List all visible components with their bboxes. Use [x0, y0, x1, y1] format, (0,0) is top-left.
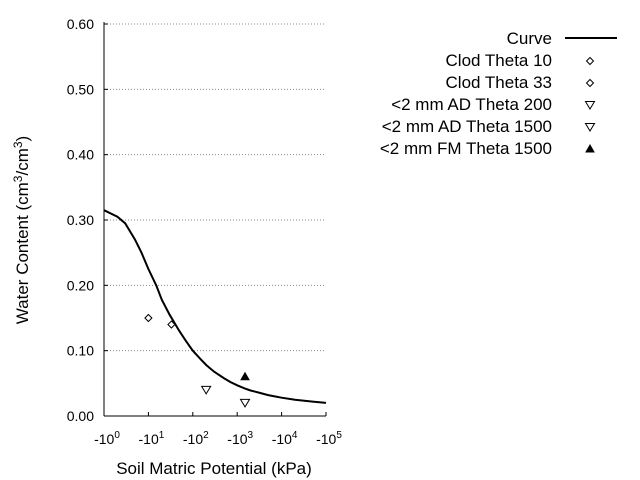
x-tick-base: -10: [227, 431, 247, 447]
y-tick-label: 0.20: [67, 277, 94, 293]
y-tick-label: 0.00: [67, 408, 94, 424]
data-point-diamond: [167, 320, 176, 329]
legend-label: <2 mm AD Theta 1500: [382, 117, 552, 136]
legend-label: Clod Theta 10: [446, 51, 552, 70]
data-point-triangle-down: [239, 398, 251, 408]
legend-marker: [585, 143, 595, 153]
legend: Curve Clod Theta 10 Clod Theta 33 <2 mm AD …: [380, 29, 617, 158]
x-tick-exponent: 2: [203, 430, 209, 441]
legend-label: <2 mm AD Theta 200: [391, 95, 552, 114]
x-tick-exponent: 4: [292, 430, 298, 441]
data-point-triangle-up-filled: [240, 371, 250, 381]
x-tick-exponent: 5: [336, 430, 342, 441]
x-tick-base: -10: [94, 431, 114, 447]
plot-area: [103, 209, 327, 408]
y-tick-label: 0.10: [67, 343, 94, 359]
legend-marker: [585, 78, 595, 88]
legend-marker: [584, 123, 596, 132]
x-tick-label: -101: [139, 430, 165, 447]
y-tick-label: 0.60: [67, 16, 94, 32]
legend-label: Curve: [507, 29, 552, 48]
x-tick-label: -100: [94, 430, 120, 447]
y-axis-title-superscript: 3: [11, 175, 25, 182]
x-tick-label: -104: [272, 430, 298, 447]
y-axis-title: Water Content (cm3/cm3): [11, 136, 32, 324]
x-tick-base: -10: [183, 431, 203, 447]
curve-line: [103, 209, 327, 404]
y-tick-label: 0.50: [67, 81, 94, 97]
y-axis-title-part: Water Content (cm: [13, 182, 32, 324]
axes: [103, 22, 327, 417]
x-tick-base: -10: [139, 431, 159, 447]
y-axis-title-part: ): [13, 136, 32, 142]
y-tick-labels: 0.00 0.10 0.20 0.30 0.40 0.50 0.60: [67, 16, 94, 424]
legend-label: Clod Theta 33: [446, 73, 552, 92]
x-tick-base: -10: [316, 431, 336, 447]
data-point-triangle-down: [200, 385, 212, 395]
grid-lines: [104, 23, 326, 352]
x-tick-label: -102: [183, 430, 209, 447]
x-tick-exponent: 3: [248, 430, 254, 441]
x-tick-label: -103: [227, 430, 253, 447]
x-tick-exponent: 1: [159, 430, 165, 441]
x-tick-base: -10: [272, 431, 292, 447]
y-axis-title-superscript: 3: [11, 141, 25, 148]
x-tick-exponent: 0: [114, 430, 120, 441]
y-axis-title-part: /cm: [13, 148, 32, 175]
legend-marker: [584, 101, 596, 110]
y-tick-label: 0.30: [67, 212, 94, 228]
legend-marker: [585, 56, 595, 66]
x-tick-labels: -100 -101 -102 -103 -104 -105: [94, 430, 342, 447]
y-tick-label: 0.40: [67, 147, 94, 163]
x-tick-label: -105: [316, 430, 342, 447]
data-point-diamond: [144, 313, 153, 323]
x-axis-title: Soil Matric Potential (kPa): [116, 459, 312, 478]
legend-label: <2 mm FM Theta 1500: [380, 139, 552, 158]
